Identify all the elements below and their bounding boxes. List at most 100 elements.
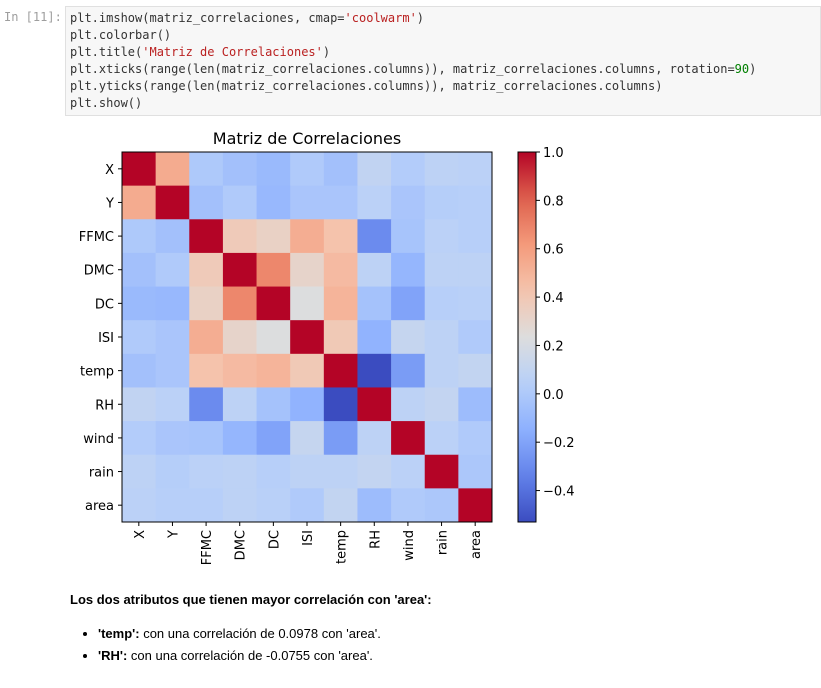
heatmap-cell — [222, 421, 257, 456]
heatmap-cell — [256, 454, 291, 489]
heatmap-cell — [189, 488, 224, 523]
heatmap-cell — [357, 421, 392, 456]
heatmap-cell — [424, 488, 459, 523]
heatmap-cell — [290, 185, 325, 220]
heatmap-cell — [323, 286, 358, 321]
heatmap-cell — [155, 286, 190, 321]
code-line: plt.yticks(range(len(matriz_correlacione… — [70, 79, 663, 93]
heatmap-cell — [155, 320, 190, 355]
heatmap-cell — [323, 454, 358, 489]
chart-title: Matriz de Correlaciones — [213, 129, 401, 148]
heatmap-cell — [155, 152, 190, 187]
heatmap-cell — [222, 488, 257, 523]
heatmap-cell — [357, 252, 392, 287]
heatmap-cell — [458, 185, 493, 220]
heatmap-cell — [290, 286, 325, 321]
colorbar-tick-label: 0.2 — [543, 339, 564, 354]
heatmap-cell — [424, 185, 459, 220]
colorbar-tick-label: 1.0 — [543, 146, 564, 161]
heatmap-cells — [122, 152, 493, 523]
heatmap-cell — [391, 219, 426, 254]
heatmap-cell — [357, 454, 392, 489]
heatmap-cell — [323, 421, 358, 456]
heatmap-cell — [222, 320, 257, 355]
heatmap-cell — [256, 185, 291, 220]
list-item: 'RH': con una correlación de -0.0755 con… — [98, 645, 810, 667]
heatmap-cell — [122, 421, 157, 456]
colorbar-ticks: 1.0 0.8 0.6 0.4 0.2 0.0 −0.2 −0.4 — [536, 146, 575, 500]
code-line: plt.imshow(matriz_correlaciones, cmap='c… — [70, 11, 425, 25]
heatmap-cell — [290, 353, 325, 388]
heatmap-cell — [222, 286, 257, 321]
x-tick-label: ISI — [301, 530, 316, 546]
heatmap-cell — [189, 185, 224, 220]
heatmap-cell — [391, 286, 426, 321]
y-tick-label: X — [105, 163, 114, 178]
markdown-list: 'temp': con una correlación de 0.0978 co… — [70, 623, 810, 667]
markdown-heading: Los dos atributos que tienen mayor corre… — [70, 592, 432, 607]
heatmap-cell — [323, 387, 358, 422]
heatmap-cell — [222, 353, 257, 388]
heatmap-cell — [189, 219, 224, 254]
heatmap-cell — [458, 152, 493, 187]
heatmap-cell — [155, 353, 190, 388]
heatmap-cell — [458, 353, 493, 388]
heatmap-cell — [391, 185, 426, 220]
heatmap-cell — [122, 152, 157, 187]
heatmap-cell — [424, 286, 459, 321]
heatmap-cell — [323, 488, 358, 523]
heatmap-cell — [222, 387, 257, 422]
heatmap-cell — [458, 488, 493, 523]
x-tick-label: X — [133, 530, 148, 539]
y-tick-label: FFMC — [79, 230, 114, 245]
markdown-cell: Los dos atributos que tienen mayor corre… — [70, 592, 810, 667]
heatmap-cell — [290, 219, 325, 254]
heatmap-cell — [122, 286, 157, 321]
heatmap-cell — [155, 185, 190, 220]
heatmap-cell — [222, 219, 257, 254]
heatmap-cell — [357, 320, 392, 355]
heatmap-cell — [323, 353, 358, 388]
heatmap-cell — [189, 252, 224, 287]
heatmap-cell — [189, 320, 224, 355]
heatmap-cell — [290, 421, 325, 456]
heatmap-cell — [424, 152, 459, 187]
code-line: plt.colorbar() — [70, 28, 172, 42]
y-tick-label: area — [85, 499, 114, 514]
heatmap-cell — [323, 252, 358, 287]
heatmap-cell — [290, 454, 325, 489]
code-line: plt.xticks(range(len(matriz_correlacione… — [70, 62, 757, 76]
code-line: plt.show() — [70, 96, 143, 110]
heatmap-cell — [256, 387, 291, 422]
heatmap-cell — [155, 387, 190, 422]
x-tick-label: RH — [368, 530, 383, 549]
heatmap-cell — [155, 219, 190, 254]
heatmap-cell — [189, 454, 224, 489]
heatmap-cell — [391, 454, 426, 489]
x-tick-label: area — [469, 530, 484, 559]
y-tick-label: ISI — [98, 331, 114, 346]
x-tick-label: FFMC — [200, 530, 215, 565]
heatmap-cell — [391, 387, 426, 422]
heatmap-cell — [357, 219, 392, 254]
heatmap-cell — [122, 252, 157, 287]
heatmap-cell — [357, 387, 392, 422]
heatmap-cell — [155, 488, 190, 523]
colorbar-tick-label: 0.6 — [543, 243, 564, 258]
code-cell[interactable]: plt.imshow(matriz_correlaciones, cmap='c… — [65, 6, 821, 116]
heatmap-cell — [222, 185, 257, 220]
heatmap-cell — [290, 488, 325, 523]
heatmap-cell — [256, 353, 291, 388]
heatmap-cell — [391, 421, 426, 456]
colorbar-tick-label: −0.2 — [543, 436, 575, 451]
x-tick-label: temp — [335, 530, 350, 564]
heatmap-cell — [424, 252, 459, 287]
heatmap-cell — [122, 488, 157, 523]
heatmap-cell — [458, 454, 493, 489]
colorbar-tick-label: −0.4 — [543, 485, 575, 500]
heatmap-cell — [222, 454, 257, 489]
heatmap-cell — [290, 320, 325, 355]
heatmap-cell — [155, 454, 190, 489]
heatmap-cell — [122, 454, 157, 489]
y-tick-label: DC — [95, 297, 114, 312]
